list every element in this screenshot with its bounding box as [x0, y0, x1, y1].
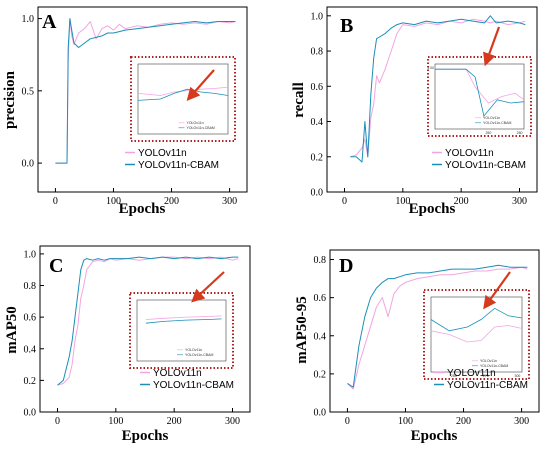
x-tick-label: 0 — [53, 196, 58, 207]
series-line-yolov11n-cbam — [57, 256, 239, 386]
legend-label: YOLOv11n-CBAM — [153, 380, 234, 391]
y-axis-title: precision — [2, 70, 18, 129]
panel-letter: C — [49, 255, 63, 277]
inset-legend-label: YOLOv11n-CBAM — [480, 364, 508, 368]
inset-tick-label: 300 — [515, 374, 521, 378]
panel-letter: A — [42, 11, 57, 33]
y-tick-label: 0.2 — [24, 376, 37, 387]
x-tick-label: 300 — [512, 196, 527, 207]
y-tick-label: 0.8 — [314, 255, 327, 266]
y-tick-label: 0.6 — [24, 313, 37, 324]
inset-tick-label: 250 — [485, 131, 491, 135]
y-tick-label: 0.6 — [311, 82, 324, 93]
x-tick-label: 0 — [55, 416, 60, 427]
inset-legend-label: YOLOv11n-CBAM — [187, 126, 215, 130]
inset-series-line-yolov11n-cbam — [430, 307, 523, 332]
inset-series-line-yolov11n-cbam — [435, 68, 525, 117]
legend-label: YOLOv11n — [153, 368, 202, 379]
x-tick-label: 200 — [456, 416, 471, 427]
zoom-inset-frame — [130, 56, 236, 142]
inset-legend-label: YOLOv11n — [483, 116, 500, 120]
y-tick-label: 0.0 — [311, 188, 324, 199]
callout-arrow — [191, 271, 225, 303]
legend-label: YOLOv11n-CBAM — [447, 380, 528, 391]
y-axis-title: recall — [291, 82, 307, 118]
panel-letter: B — [340, 15, 353, 37]
x-axis-title: Epochs — [122, 428, 169, 444]
inset-legend-label: YOLOv11n-CBAM — [185, 353, 213, 357]
inset-legend-label: YOLOv11n-CBAM — [483, 121, 511, 125]
x-tick-label: 100 — [106, 196, 121, 207]
callout-arrow — [186, 69, 215, 101]
legend-label: YOLOv11n-CBAM — [445, 160, 526, 171]
x-tick-label: 300 — [222, 196, 237, 207]
callout-arrow — [483, 271, 511, 310]
zoom-inset-frame — [129, 292, 234, 369]
y-tick-label: 0.8 — [311, 47, 324, 58]
x-tick-label: 300 — [514, 416, 529, 427]
zoom-inset-axes — [434, 63, 525, 130]
x-tick-label: 100 — [108, 416, 123, 427]
x-tick-label: 300 — [225, 416, 240, 427]
x-tick-label: 0 — [345, 416, 350, 427]
x-tick-label: 200 — [164, 196, 179, 207]
y-tick-label: 0.6 — [314, 293, 327, 304]
inset-legend-label: YOLOv11n — [185, 348, 202, 352]
inset-series-line-yolov11n-cbam — [145, 318, 222, 324]
inset-legend-label: YOLOv11n — [480, 359, 497, 363]
legend-label: YOLOv11n-CBAM — [138, 160, 219, 171]
y-tick-label: 0.2 — [314, 369, 327, 380]
y-tick-label: 0.4 — [24, 344, 37, 355]
x-tick-label: 200 — [454, 196, 469, 207]
x-axis-title: Epochs — [409, 201, 456, 217]
zoom-inset-axes — [137, 63, 229, 135]
y-axis-title: mAP50-95 — [294, 296, 310, 364]
series-line-yolov11n — [55, 18, 236, 164]
legend-label: YOLOv11n — [138, 148, 187, 159]
chart-panel-c: 0 100 200 3000.00.20.40.60.81.0YOLOv11nYOLO… — [4, 245, 251, 444]
chart-panel-a: 0 100 200 3000.00.51.0YOLOv11nYOLOv11n-CBAM… — [2, 6, 248, 217]
x-tick-label: 0 — [342, 196, 347, 207]
x-tick-label: 200 — [167, 416, 182, 427]
x-axis-title: Epochs — [119, 201, 166, 217]
x-tick-label: 100 — [395, 196, 410, 207]
inset-tick-label: 250 — [451, 374, 457, 378]
chart-panel-b: 0 100 200 3000.00.20.40.60.81.0YOLOv11nYOLO… — [291, 6, 538, 217]
chart-panel-d: 0 100 200 3000.00.20.40.60.8YOLOv11nYOLOv11… — [294, 249, 540, 444]
inset-legend-label: YOLOv11n — [187, 121, 204, 125]
panel-letter: D — [339, 255, 353, 277]
legend-label: YOLOv11n — [447, 368, 496, 379]
series-line-yolov11n-cbam — [347, 264, 528, 388]
y-tick-label: 0.4 — [311, 117, 324, 128]
inset-series-line-yolov11n — [430, 325, 523, 343]
y-tick-label: 0.5 — [22, 86, 35, 97]
y-tick-label: 0.0 — [314, 408, 327, 419]
series-line-yolov11n — [347, 266, 528, 390]
series-line-yolov11n-cbam — [55, 18, 236, 164]
inset-tick-label: 1.00 — [427, 66, 434, 70]
x-axis-title: Epochs — [411, 428, 458, 444]
legend-label: YOLOv11n — [445, 148, 494, 159]
y-tick-label: 0.0 — [24, 408, 37, 419]
inset-series-line-yolov11n — [145, 315, 222, 320]
y-tick-label: 0.0 — [22, 159, 35, 170]
y-tick-label: 1.0 — [311, 11, 324, 22]
y-tick-label: 0.4 — [314, 331, 327, 342]
y-tick-label: 0.2 — [311, 152, 324, 163]
y-axis-title: mAP50 — [4, 306, 20, 354]
y-tick-label: 0.8 — [24, 281, 37, 292]
y-tick-label: 1.0 — [22, 14, 35, 25]
zoom-inset-axes — [136, 299, 227, 362]
inset-tick-label: 260 — [517, 131, 523, 135]
zoom-inset-axes — [430, 296, 523, 373]
series-line-yolov11n-cbam — [350, 15, 526, 163]
zoom-inset-frame — [423, 289, 530, 380]
callout-arrow — [483, 26, 501, 67]
inset-tick-label: 275 — [483, 374, 489, 378]
y-tick-label: 1.0 — [24, 249, 37, 260]
x-tick-label: 100 — [398, 416, 413, 427]
